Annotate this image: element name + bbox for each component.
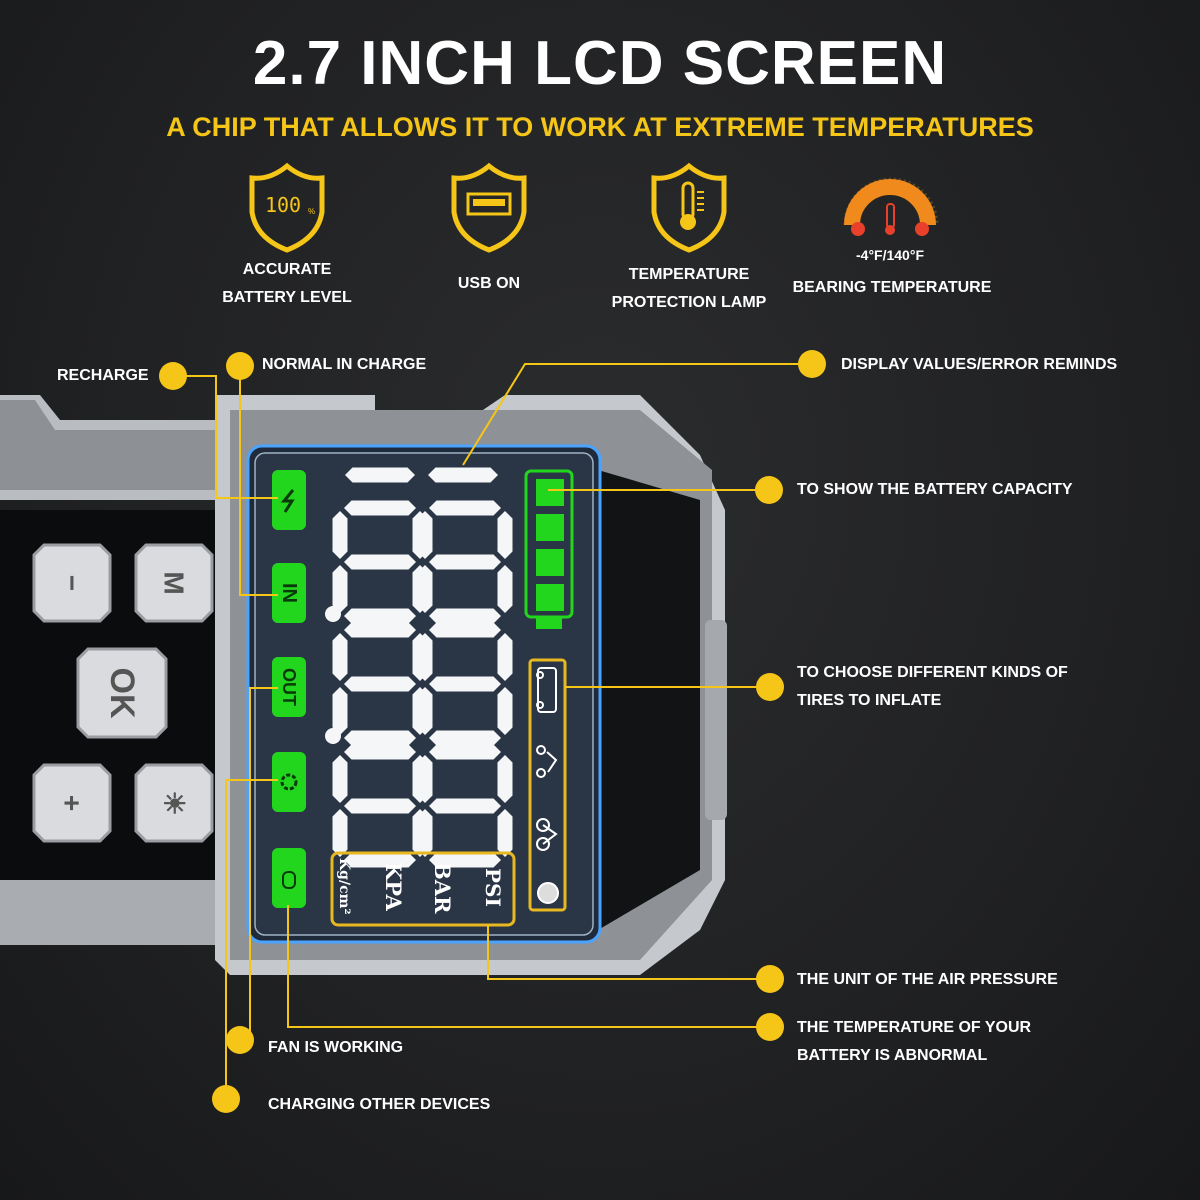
unit-kpa: KPA [381, 862, 406, 912]
battery-bar [536, 479, 564, 506]
motorcycle-icon [536, 745, 558, 778]
battery-bar [536, 514, 564, 541]
page-title: 2.7 INCH LCD SCREEN [252, 29, 948, 98]
callout-tires: TO CHOOSE DIFFERENT KINDS OF TIRES TO IN… [797, 659, 1068, 715]
callout-line: TIRES TO INFLATE [797, 692, 942, 709]
button-label: M [159, 571, 190, 594]
callout-charging-other: CHARGING OTHER DEVICES [268, 1096, 491, 1113]
callout-dots [159, 350, 826, 1113]
light-button[interactable]: ☀ [134, 763, 214, 843]
ball-icon [537, 882, 559, 904]
feature-usb-on: USB ON [369, 270, 609, 298]
pressure-unit-selector: PSI BAR KPA Kg/cm² [330, 851, 516, 927]
seven-segment-digit [417, 500, 513, 624]
car-icon [536, 667, 557, 713]
callout-battery-capacity: TO SHOW THE BATTERY CAPACITY [797, 481, 1073, 498]
fan-icon [280, 773, 298, 791]
svg-text:OUT: OUT [279, 668, 299, 706]
thermometer-icon [282, 871, 296, 889]
decimal-point [325, 606, 341, 622]
unit-bar: BAR [430, 862, 455, 914]
page-subtitle: A CHIP THAT ALLOWS IT TO WORK AT EXTREME… [166, 112, 1034, 142]
indicator-in: IN [272, 563, 306, 623]
unit-psi: PSI [481, 868, 505, 907]
indicator-thermometer [272, 848, 306, 908]
temperature-range: -4°F/140°F [856, 247, 924, 263]
feature-temperature-lamp: TEMPERATURE PROTECTION LAMP [569, 261, 809, 317]
tire-type-selector [528, 658, 567, 912]
decimal-point [325, 728, 341, 744]
callout-line: THE TEMPERATURE OF YOUR [797, 1019, 1032, 1036]
ok-button[interactable]: OK [76, 647, 168, 739]
callout-display-values: DISPLAY VALUES/ERROR REMINDS [841, 356, 1118, 373]
top-indicator-bar [345, 467, 415, 483]
shield-battery-100-icon: 100 % [249, 162, 325, 253]
button-label: ☀ [159, 790, 190, 815]
feature-label: BATTERY LEVEL [222, 289, 352, 306]
temperature-gauge-icon [843, 177, 939, 236]
button-label: − [57, 575, 88, 591]
button-label: OK [103, 668, 141, 719]
feature-label: ACCURATE [242, 261, 332, 278]
unit-kgcm2: Kg/cm² [336, 858, 352, 915]
bicycle-icon [536, 818, 558, 851]
plus-button[interactable]: + [32, 763, 112, 843]
callout-line: BATTERY IS ABNORMAL [797, 1047, 988, 1064]
shield-usb-icon [451, 162, 527, 253]
lightning-icon [280, 489, 295, 513]
svg-text:IN: IN [278, 583, 300, 603]
callout-fan: FAN IS WORKING [268, 1039, 404, 1056]
callout-line: TO CHOOSE DIFFERENT KINDS OF [797, 664, 1068, 681]
minus-button[interactable]: − [32, 543, 112, 623]
feature-label: TEMPERATURE [628, 266, 750, 283]
battery-bar [536, 584, 564, 611]
feature-bearing-temperature: BEARING TEMPERATURE [772, 274, 1012, 302]
seven-segment-digit [417, 622, 513, 746]
feature-label: PROTECTION LAMP [611, 294, 767, 311]
indicator-fan [272, 752, 306, 812]
shield-thermometer-icon [651, 162, 727, 253]
leader-lines [173, 363, 812, 1099]
svg-text:%: % [308, 207, 315, 216]
callout-recharge: RECHARGE [57, 367, 149, 384]
svg-text:100: 100 [265, 193, 301, 217]
callout-battery-temperature: THE TEMPERATURE OF YOUR BATTERY IS ABNOR… [797, 1014, 1031, 1070]
seven-segment-digit [417, 744, 513, 868]
callout-normal-in-charge: NORMAL IN CHARGE [262, 356, 427, 373]
battery-bar [536, 549, 564, 576]
feature-label: BEARING TEMPERATURE [792, 279, 992, 296]
battery-capacity-indicator [524, 469, 574, 629]
feature-battery-level: ACCURATE BATTERY LEVEL [167, 256, 407, 312]
button-label: + [57, 795, 88, 811]
top-indicator-bar [428, 467, 498, 483]
indicator-lightning [272, 470, 306, 530]
feature-label: USB ON [457, 275, 521, 292]
mode-button[interactable]: M [134, 543, 214, 623]
callout-pressure-unit: THE UNIT OF THE AIR PRESSURE [797, 971, 1058, 988]
indicator-out: OUT [272, 657, 306, 717]
